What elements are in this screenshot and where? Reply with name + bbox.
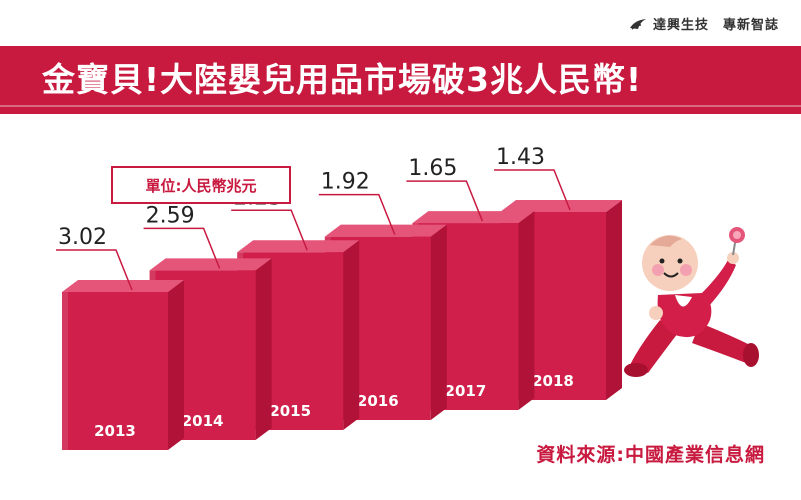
value-label: 1.92 — [321, 170, 370, 195]
year-label: 2014 — [182, 412, 224, 430]
company-logo-icon — [629, 18, 646, 30]
publisher-name: 達興生技 — [652, 18, 709, 33]
bar-top — [500, 200, 622, 212]
value-leader-line — [143, 227, 221, 269]
bar: 2013 — [62, 280, 184, 450]
bar-side — [255, 258, 272, 440]
year-label: 2018 — [532, 372, 574, 390]
bar-highlight — [62, 292, 68, 450]
bar-side — [606, 200, 622, 400]
year-label: 2017 — [445, 382, 487, 400]
value-leader-line — [56, 249, 133, 291]
value-label: 1.43 — [496, 145, 545, 170]
source-note: 資料來源:中國產業信息網 — [536, 444, 765, 466]
title-banner: 金寶貝!大陸嬰兒用品市場破3兆人民幣! — [0, 46, 801, 114]
year-label: 2016 — [357, 392, 399, 410]
bar-side — [518, 211, 535, 410]
value-label: 2.59 — [146, 203, 195, 228]
bar-top — [412, 211, 535, 224]
banner-stripe — [0, 105, 801, 107]
page-title: 金寶貝!大陸嬰兒用品市場破3兆人民幣! — [42, 60, 643, 99]
bar-chart: 2018201720162015201420133.022.592.231.92… — [56, 145, 622, 450]
bar-front — [62, 292, 168, 450]
unit-label: 單位:人民幣兆元 — [111, 166, 291, 204]
value-label: 1.65 — [408, 156, 457, 181]
baby-illustration — [624, 227, 759, 377]
value-leader-line — [494, 169, 571, 211]
bar-side — [343, 240, 360, 430]
value-leader-line — [231, 209, 308, 251]
value-leader-line — [318, 193, 396, 235]
publisher-header: 達興生技 專新智誌 — [629, 14, 779, 33]
bar-top — [324, 224, 447, 237]
bar-top — [62, 280, 184, 292]
publisher-tagline: 專新智誌 — [722, 18, 779, 33]
bar-side — [430, 224, 447, 420]
value-label: 3.02 — [58, 225, 107, 250]
year-label: 2013 — [94, 422, 136, 440]
bar-top — [149, 258, 272, 271]
year-label: 2015 — [269, 402, 311, 420]
value-leader-line — [406, 180, 484, 222]
bar-side — [168, 280, 184, 450]
bar-top — [237, 240, 360, 253]
